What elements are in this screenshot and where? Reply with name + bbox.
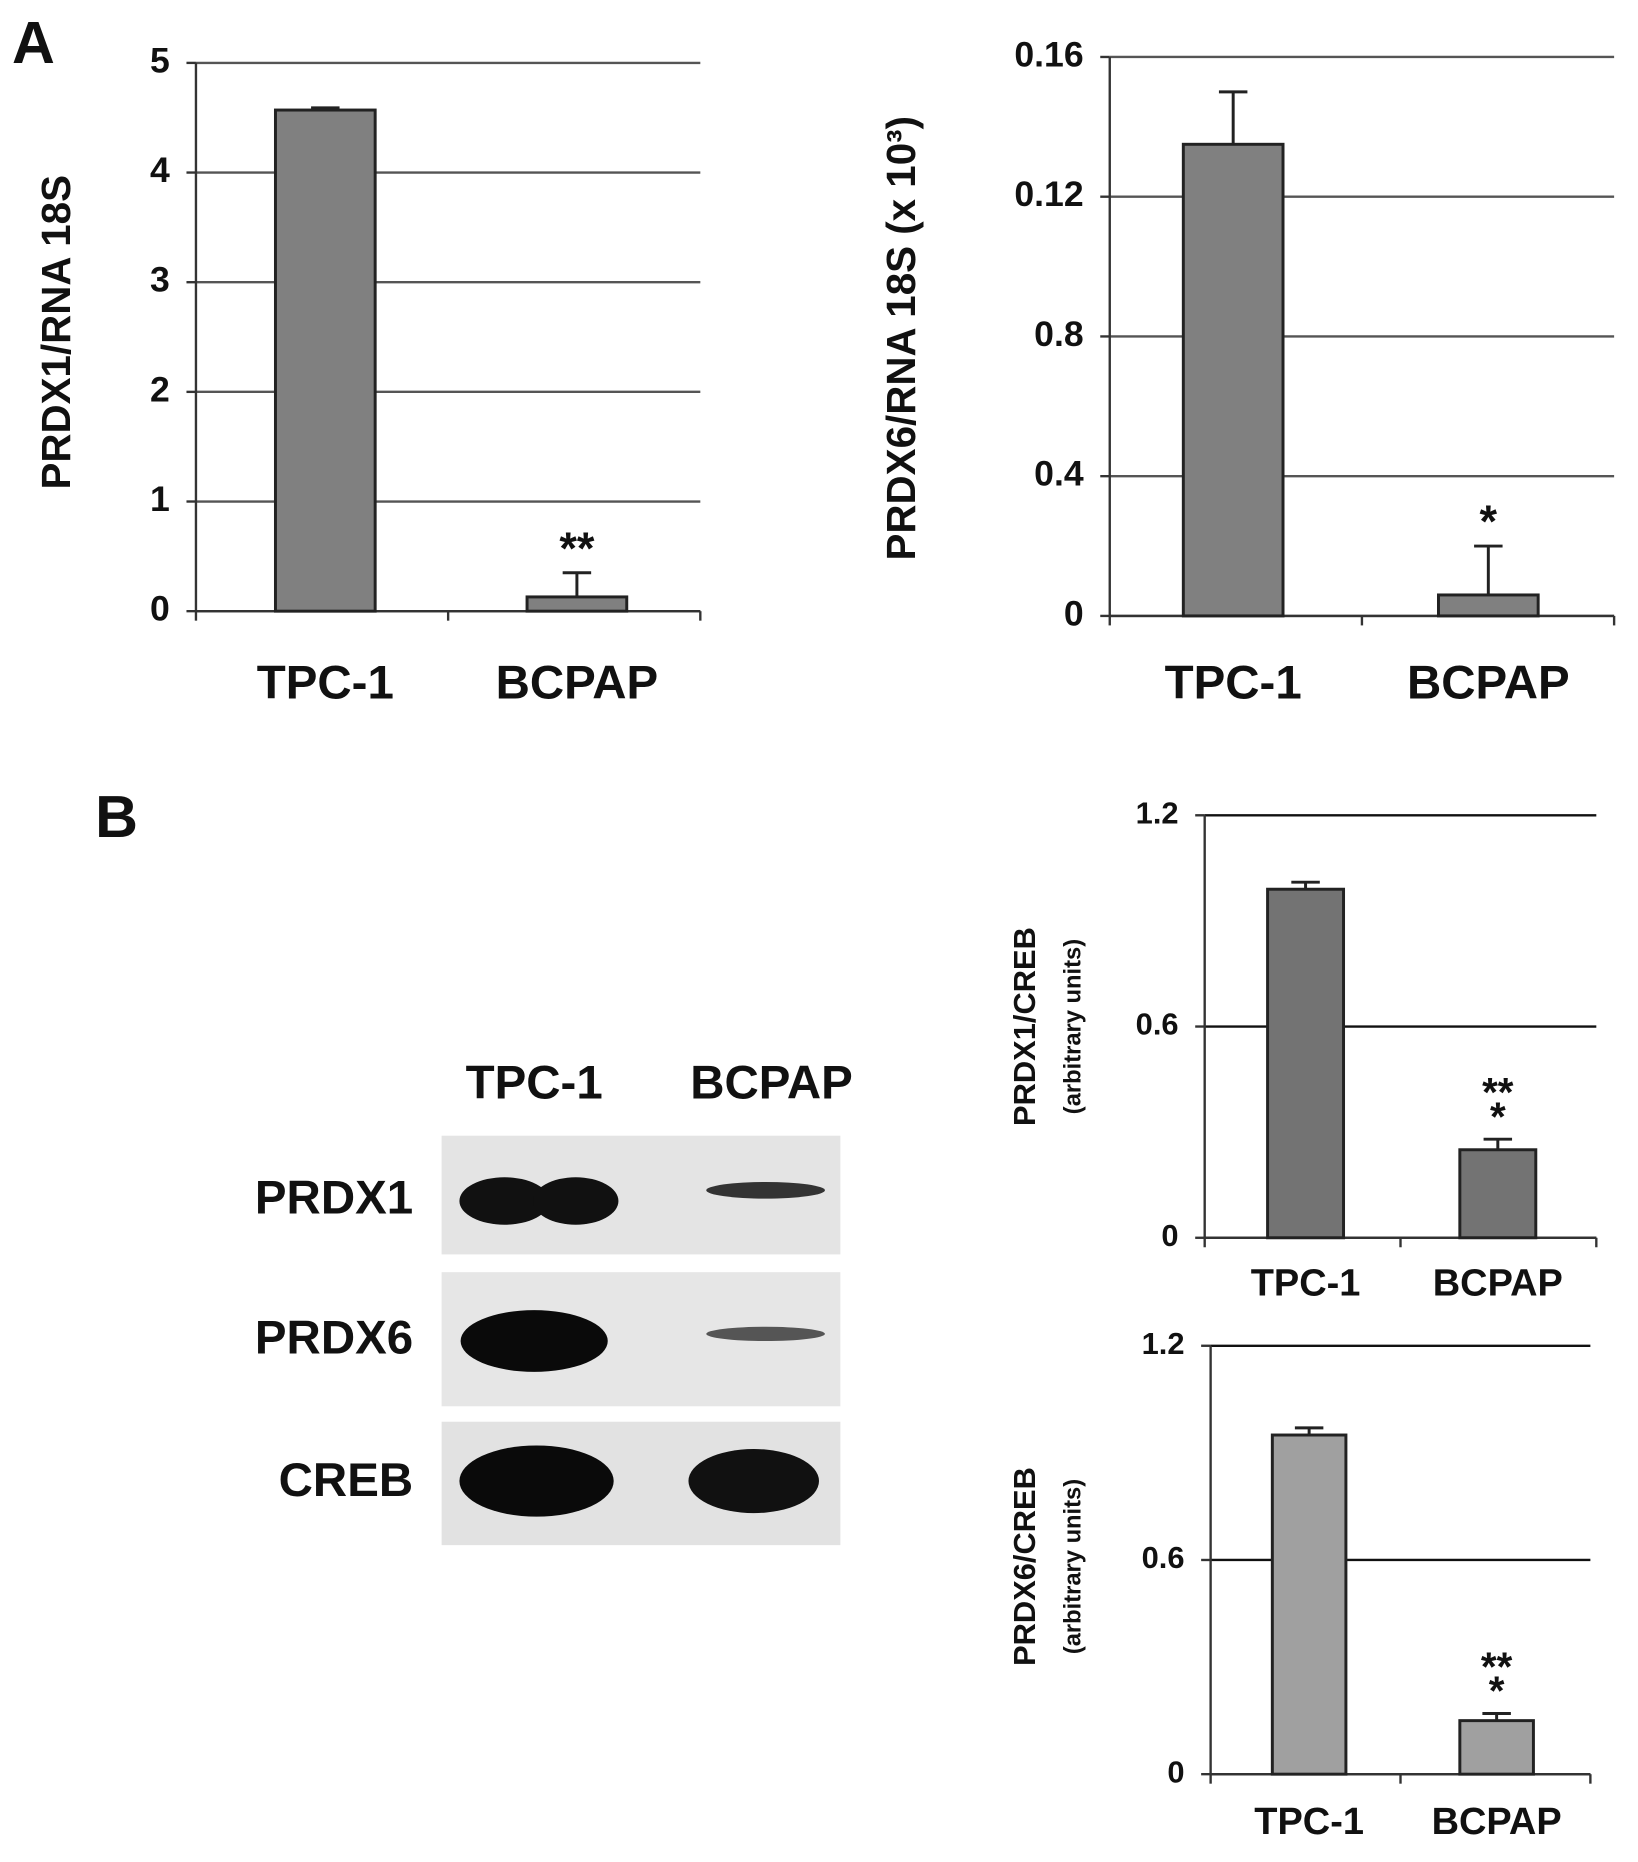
bar-chart: 0 0.6 1.2 PRDX1/CREB (arbitrary units) TPC-1 B… bbox=[1007, 795, 1598, 1304]
bar bbox=[525, 595, 629, 613]
x-tick-label: BCPAP bbox=[1407, 656, 1570, 709]
band bbox=[532, 1177, 619, 1225]
y-tick-label: 0 bbox=[150, 589, 170, 629]
y-tick-label: 3 bbox=[150, 260, 170, 300]
y-axis-label: PRDX1/RNA 18S bbox=[33, 175, 79, 490]
blot-row-label: CREB bbox=[279, 1454, 413, 1507]
significance-marker: * bbox=[1490, 1093, 1506, 1139]
y-axis-label: PRDX1/CREB bbox=[1007, 927, 1042, 1126]
panel-label: B bbox=[95, 783, 138, 850]
y-axis-sublabel: (arbitrary units) bbox=[1060, 939, 1086, 1114]
significance-marker: ** bbox=[559, 523, 595, 574]
y-tick-label: 0 bbox=[1167, 1754, 1184, 1789]
blot-column-label: TPC-1 bbox=[466, 1056, 603, 1109]
y-tick-label: 0.6 bbox=[1142, 1540, 1185, 1575]
x-tick-label: TPC-1 bbox=[1254, 1801, 1364, 1843]
band bbox=[688, 1449, 819, 1514]
y-tick-label: 0.6 bbox=[1136, 1007, 1179, 1042]
y-tick-label: 1 bbox=[150, 479, 170, 519]
bar bbox=[1181, 142, 1285, 618]
band bbox=[706, 1326, 825, 1342]
bar bbox=[1458, 1719, 1535, 1776]
bar bbox=[1458, 1148, 1538, 1240]
blot-row-label: PRDX6 bbox=[255, 1312, 413, 1365]
x-tick-label: BCPAP bbox=[496, 656, 659, 709]
bar bbox=[273, 108, 377, 613]
y-tick-label: 0.4 bbox=[1034, 454, 1084, 494]
x-tick-label: TPC-1 bbox=[257, 656, 394, 709]
y-tick-label: 0.16 bbox=[1014, 34, 1083, 74]
significance-marker: ** bbox=[1481, 1643, 1513, 1689]
x-tick-label: TPC-1 bbox=[1251, 1262, 1361, 1304]
bar bbox=[1270, 1433, 1348, 1776]
y-tick-label: 0 bbox=[1064, 593, 1084, 633]
western-blot: TPC-1 BCPAP PRDX1 PRDX6 CREB bbox=[255, 1056, 853, 1546]
y-axis-label: PRDX6/CREB bbox=[1007, 1467, 1042, 1666]
bar-chart: 0 0.6 1.2 PRDX6/CREB (arbitrary units) TPC-1 B… bbox=[1007, 1326, 1592, 1843]
y-tick-label: 0.8 bbox=[1034, 314, 1083, 354]
bar-chart: 0 1 2 3 4 5 PRDX1/RNA 18S TPC-1 BCPAP ** bbox=[33, 40, 702, 709]
blot-row-label: PRDX1 bbox=[255, 1172, 413, 1225]
x-tick-label: BCPAP bbox=[1432, 1801, 1562, 1843]
y-tick-label: 4 bbox=[150, 150, 170, 190]
y-tick-label: 5 bbox=[150, 40, 170, 80]
blot-column-label: BCPAP bbox=[690, 1056, 853, 1109]
significance-marker: * bbox=[1480, 496, 1498, 547]
band bbox=[460, 1310, 608, 1372]
y-axis-sublabel: (arbitrary units) bbox=[1060, 1479, 1086, 1654]
band bbox=[459, 1445, 614, 1517]
bar bbox=[1266, 887, 1346, 1240]
bar bbox=[1436, 593, 1540, 618]
band bbox=[459, 1177, 550, 1225]
x-tick-label: BCPAP bbox=[1433, 1262, 1563, 1304]
y-tick-label: 1.2 bbox=[1142, 1326, 1185, 1361]
band bbox=[706, 1181, 825, 1199]
y-tick-label: 1.2 bbox=[1136, 795, 1179, 830]
panel-label: A bbox=[12, 9, 55, 76]
y-axis-label: PRDX6/RNA 18S (x 10³) bbox=[878, 116, 924, 561]
bar-chart: 0 0.4 0.8 0.12 0.16 PRDX6/RNA 18S (x 10³) TPC-… bbox=[878, 34, 1616, 709]
y-tick-label: 0.12 bbox=[1014, 174, 1083, 214]
significance-marker: ** bbox=[1482, 1069, 1514, 1115]
significance-marker: * bbox=[1489, 1668, 1505, 1714]
x-tick-label: TPC-1 bbox=[1165, 656, 1302, 709]
y-tick-label: 2 bbox=[150, 369, 170, 409]
y-tick-label: 0 bbox=[1161, 1218, 1178, 1253]
